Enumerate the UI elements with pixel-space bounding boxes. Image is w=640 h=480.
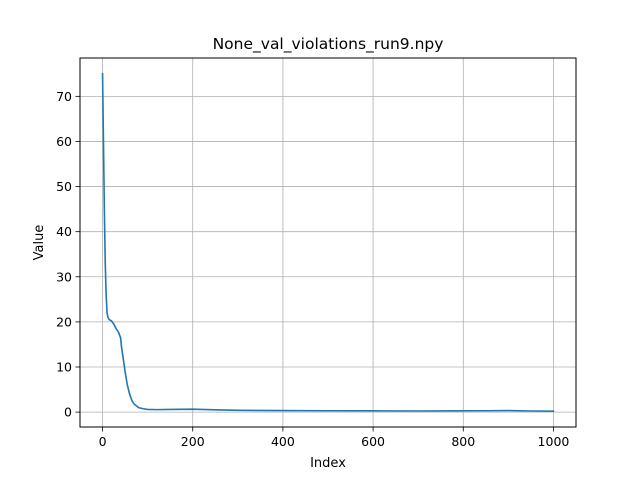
x-tick-label: 400 — [271, 434, 295, 449]
y-tick-label: 60 — [56, 134, 72, 149]
series-layer — [101, 72, 555, 413]
y-tick-label: 20 — [56, 314, 72, 329]
y-tick-label: 40 — [56, 224, 72, 239]
y-tick-label: 0 — [64, 405, 72, 420]
y-axis-label: Value — [32, 225, 47, 261]
y-tick-label: 70 — [56, 89, 72, 104]
plot-area-frame — [79, 57, 577, 428]
x-axis-label: Index — [310, 456, 346, 471]
y-tick-label: 30 — [56, 269, 72, 284]
series-line — [101, 72, 555, 413]
x-tick-label: 1000 — [538, 434, 570, 449]
grid — [80, 58, 576, 427]
x-tick-label: 200 — [181, 434, 205, 449]
y-tick-label: 10 — [56, 360, 72, 375]
x-axis: 0 200 400 600 800 1000 — [99, 427, 570, 449]
x-tick-label: 600 — [361, 434, 385, 449]
y-axis: 0 10 20 30 40 50 60 70 — [56, 89, 80, 420]
y-tick-label: 50 — [56, 179, 72, 194]
x-tick-label: 0 — [99, 434, 107, 449]
x-tick-label: 800 — [451, 434, 475, 449]
chart-title: None_val_violations_run9.npy — [213, 35, 444, 54]
